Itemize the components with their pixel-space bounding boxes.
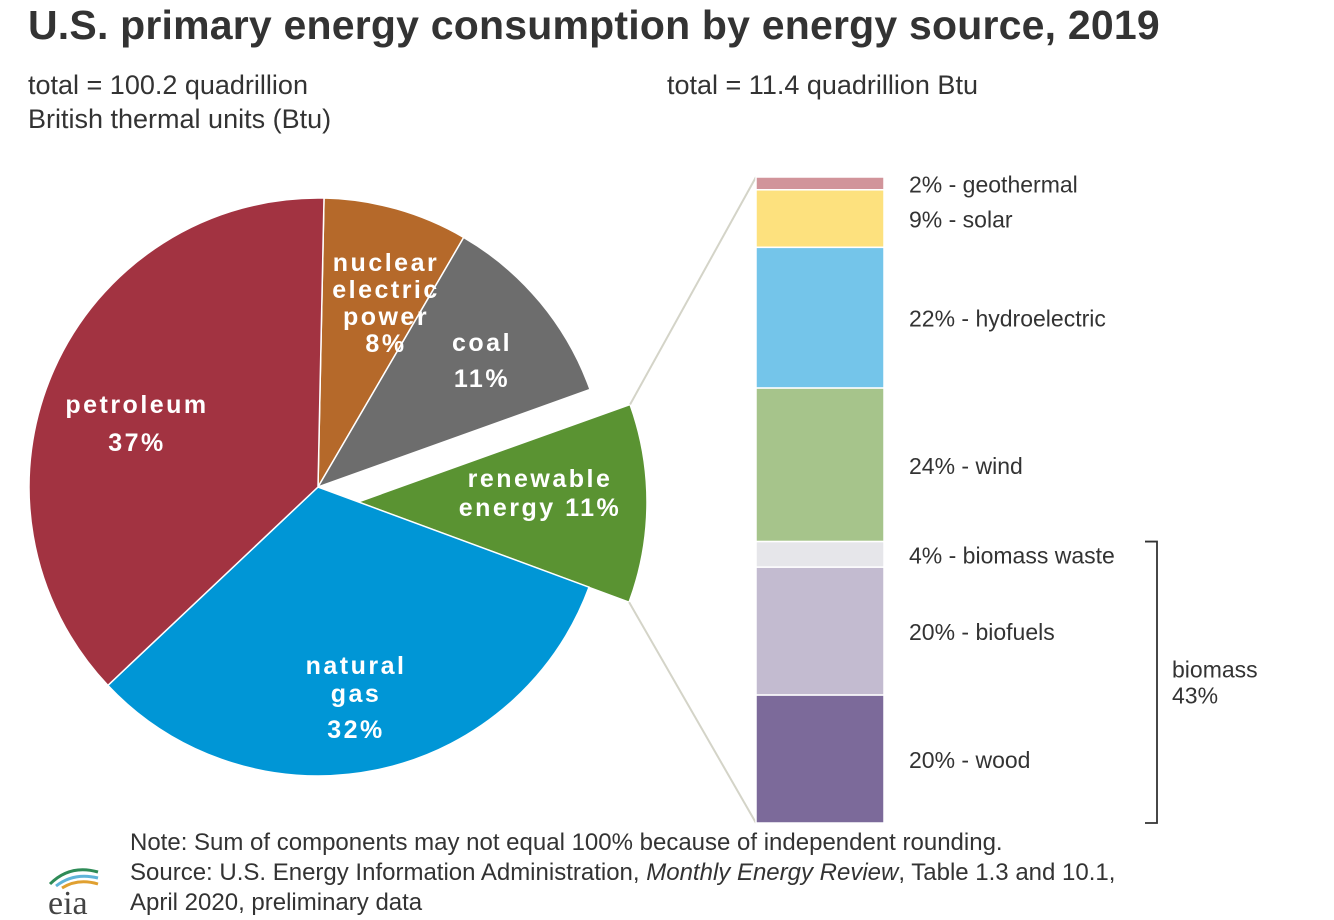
bar-segment-wind [755,387,885,543]
pie-label-petroleum: 37% [108,429,166,457]
pie-label-nuclear-electric-power: nuclear [333,249,439,277]
bar-label-geothermal: 2% - geothermal [909,171,1078,197]
pie-label-renewable-energy: renewable [468,465,613,493]
source-prefix: Source: U.S. Energy Information Administ… [130,859,647,886]
bar-label-hydroelectric: 22% - hydroelectric [909,306,1106,332]
pie-label-petroleum: petroleum [65,391,208,419]
biomass-bracket-value: 43% [1172,682,1218,708]
bar-segment-biofuels [755,566,885,696]
pie-label-nuclear-electric-power: 8% [365,330,406,358]
subtitle-left: total = 100.2 quadrillion British therma… [28,68,331,136]
bar-segment-wood [755,694,885,824]
bar-label-biofuels: 20% - biofuels [909,619,1055,645]
note-line: Note: Sum of components may not equal 10… [130,829,1003,856]
connector-line-top [629,176,757,405]
bar-label-wood: 20% - wood [909,747,1030,773]
chart-title: U.S. primary energy consumption by energ… [28,2,1160,48]
pie-label-natural-gas: natural [306,652,407,680]
pie-label-coal: coal [452,329,512,357]
pie-slice-nuclear-electric-power [317,197,465,490]
biomass-bracket-label: biomass [1172,656,1258,682]
biomass-bracket [1145,540,1158,824]
pie-label-coal: 11% [454,365,510,393]
eia-logo-text: eia [48,885,88,918]
bar-segment-solar [755,189,885,249]
subtitle-right: total = 11.4 quadrillion Btu [667,70,978,100]
pie-label-nuclear-electric-power: power [343,303,429,331]
pie-slice-natural-gas [106,486,591,777]
pie-label-natural-gas: gas [331,680,382,708]
connector-line-bottom [628,601,757,824]
bar-label-biomass-waste: 4% - biomass waste [909,542,1115,568]
source-line: Source: U.S. Energy Information Administ… [130,858,1115,888]
pie-slice-petroleum [28,197,325,687]
source-line-3: April 2020, preliminary data [130,889,423,916]
pie-slice-renewable-energy [355,403,648,604]
eia-logo: eia [48,868,99,918]
pie-label-renewable-energy: energy 11% [459,494,622,522]
source-italic: Monthly Energy Review [646,859,899,886]
subtitle-left-line2: British thermal units (Btu) [28,104,332,134]
footnote: Note: Sum of components may not equal 10… [130,828,1115,918]
bar-label-solar: 9% - solar [909,207,1013,233]
pie-slice-coal [316,236,592,489]
bar-segment-biomass-waste [755,540,885,568]
bar-label-wind: 24% - wind [909,453,1023,479]
subtitle-left-line1: total = 100.2 quadrillion [28,70,308,100]
source-suffix: , Table 1.3 and 10.1, [898,859,1116,886]
pie-label-natural-gas: 32% [327,716,385,744]
pie-label-nuclear-electric-power: electric [332,276,440,304]
bar-segment-geothermal [755,176,885,191]
bar-segment-hydroelectric [755,246,885,389]
